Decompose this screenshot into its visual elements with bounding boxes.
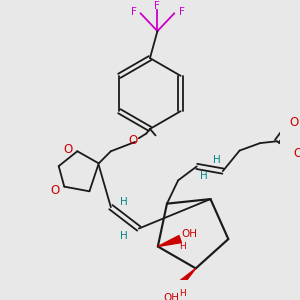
Text: H: H: [200, 171, 208, 181]
Text: H: H: [179, 242, 185, 251]
Text: O: O: [50, 184, 60, 197]
Text: OH: OH: [164, 293, 180, 300]
Text: H: H: [213, 155, 221, 165]
Text: F: F: [131, 7, 137, 16]
Text: O: O: [129, 134, 138, 147]
Text: F: F: [179, 7, 184, 16]
Polygon shape: [158, 236, 182, 247]
Text: H: H: [179, 289, 186, 298]
Text: O: O: [289, 116, 298, 129]
Text: O: O: [294, 147, 300, 160]
Text: H: H: [120, 196, 128, 206]
Text: O: O: [63, 143, 73, 156]
Text: F: F: [154, 1, 160, 11]
Text: H: H: [120, 231, 128, 241]
Text: OH: OH: [182, 230, 197, 239]
Polygon shape: [172, 268, 196, 292]
